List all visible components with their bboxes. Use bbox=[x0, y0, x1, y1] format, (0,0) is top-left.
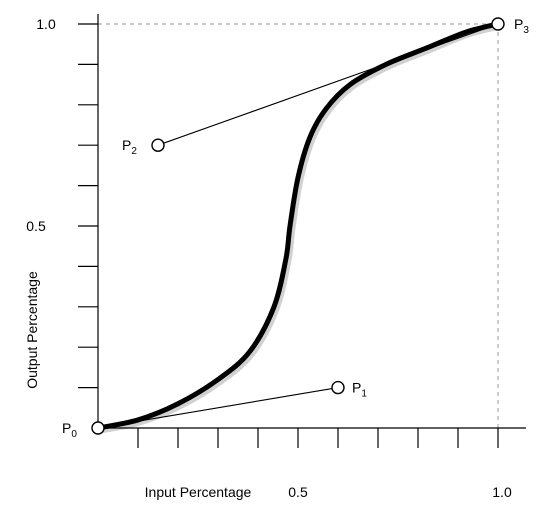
y-tick-label-mid: 0.5 bbox=[26, 218, 46, 234]
label-p1: P1 bbox=[352, 380, 367, 400]
bezier-curve bbox=[95, 21, 501, 431]
label-p2: P2 bbox=[122, 137, 137, 157]
control-point-p1[interactable] bbox=[331, 380, 345, 395]
bezier-curve-shadow bbox=[96, 22, 504, 434]
axis-ticks bbox=[78, 23, 499, 448]
y-tick-label-top: 1.0 bbox=[36, 16, 56, 32]
label-p0: P0 bbox=[62, 420, 77, 440]
control-point-p0[interactable] bbox=[91, 421, 105, 435]
y-axis-title: Output Percentage bbox=[24, 271, 40, 389]
x-tick-label-mid: 0.5 bbox=[288, 484, 308, 500]
x-tick-label-end: 1.0 bbox=[492, 484, 512, 500]
control-point-p3[interactable] bbox=[491, 17, 505, 31]
x-axis-title: Input Percentage bbox=[145, 484, 252, 500]
label-p3: P3 bbox=[514, 16, 529, 36]
control-point-p2[interactable] bbox=[151, 138, 165, 152]
